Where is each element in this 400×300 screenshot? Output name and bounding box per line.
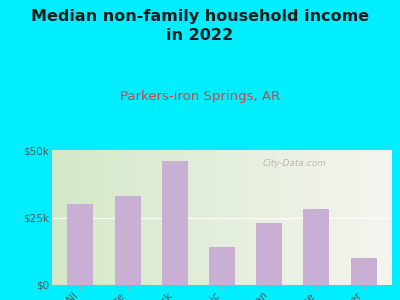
Bar <box>351 258 377 285</box>
Bar <box>162 161 188 285</box>
Bar <box>304 209 330 285</box>
Text: City-Data.com: City-Data.com <box>263 159 327 168</box>
Text: Parkers-Iron Springs, AR: Parkers-Iron Springs, AR <box>120 90 280 103</box>
Bar <box>114 196 140 285</box>
Bar <box>256 223 282 285</box>
Bar <box>67 204 93 285</box>
Text: Median non-family household income
in 2022: Median non-family household income in 20… <box>31 9 369 43</box>
Bar <box>209 247 235 285</box>
